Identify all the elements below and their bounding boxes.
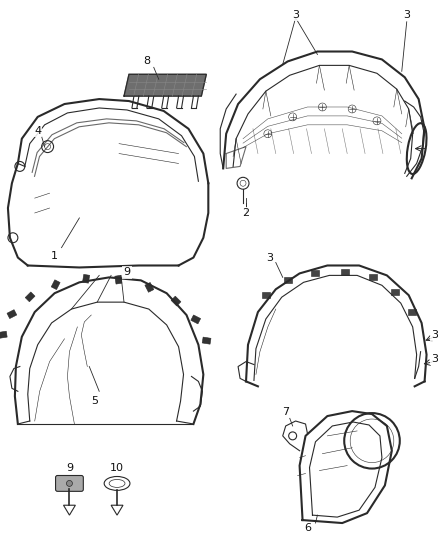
Bar xyxy=(171,296,181,306)
Text: 5: 5 xyxy=(91,396,98,406)
Bar xyxy=(391,289,399,295)
Text: 3: 3 xyxy=(431,330,438,340)
Bar xyxy=(25,292,35,302)
Polygon shape xyxy=(124,74,206,96)
Text: 9: 9 xyxy=(124,268,131,277)
Text: 1: 1 xyxy=(51,251,58,261)
Text: 8: 8 xyxy=(143,56,150,67)
Bar xyxy=(341,270,349,276)
Text: 3: 3 xyxy=(266,253,273,263)
FancyBboxPatch shape xyxy=(56,475,83,491)
Text: 4: 4 xyxy=(34,126,41,136)
Bar xyxy=(0,331,7,338)
Text: 3: 3 xyxy=(403,10,410,20)
Bar xyxy=(82,274,90,283)
Text: 6: 6 xyxy=(304,523,311,533)
Bar xyxy=(115,276,122,284)
Bar xyxy=(191,315,201,324)
Bar xyxy=(311,270,319,277)
Bar xyxy=(202,337,211,344)
Bar xyxy=(145,282,154,292)
Bar xyxy=(369,274,377,280)
Text: 10: 10 xyxy=(110,463,124,473)
Text: 9: 9 xyxy=(66,463,73,473)
Text: 3: 3 xyxy=(431,353,438,364)
Text: 2: 2 xyxy=(243,208,250,218)
Bar xyxy=(408,309,416,315)
Bar xyxy=(51,280,60,289)
Bar xyxy=(7,310,17,319)
Circle shape xyxy=(67,480,72,487)
Text: 7: 7 xyxy=(282,407,289,417)
Bar xyxy=(284,277,292,284)
Text: 3: 3 xyxy=(292,10,299,20)
Bar xyxy=(262,292,270,298)
